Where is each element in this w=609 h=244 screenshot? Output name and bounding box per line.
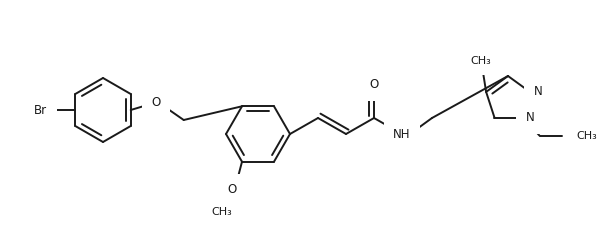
Text: O: O — [227, 183, 237, 196]
Text: O: O — [151, 95, 160, 109]
Text: N: N — [526, 111, 534, 124]
Text: NH: NH — [393, 128, 410, 141]
Text: Br: Br — [34, 103, 48, 116]
Text: CH₃: CH₃ — [471, 56, 491, 66]
Text: N: N — [534, 85, 543, 98]
Text: CH₃: CH₃ — [577, 131, 597, 141]
Text: CH₃: CH₃ — [211, 207, 233, 217]
Text: O: O — [370, 79, 379, 92]
